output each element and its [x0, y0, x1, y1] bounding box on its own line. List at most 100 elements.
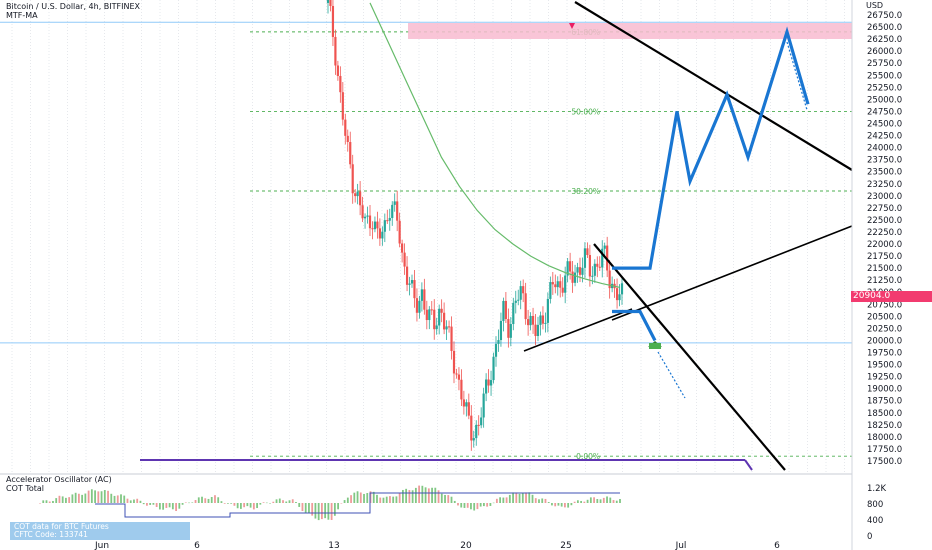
candle-body	[487, 379, 490, 386]
oscillator-bar	[288, 500, 291, 503]
price-tick: 26750.0	[867, 11, 902, 21]
oscillator-bar	[158, 503, 161, 510]
candle-body	[329, 0, 332, 6]
oscillator-bar	[343, 500, 346, 503]
candle-body	[401, 243, 404, 253]
price-tick: 21500.0	[867, 264, 902, 274]
candle-body	[356, 191, 359, 197]
oscillator-bar	[84, 493, 87, 503]
oscillator-bar	[489, 503, 492, 506]
candle-body	[477, 424, 480, 426]
candle-body	[534, 324, 537, 337]
price-tick: 23000.0	[867, 192, 902, 202]
oscillator-bar	[81, 494, 84, 503]
oscillator-bar	[146, 503, 148, 506]
candle-body	[551, 282, 554, 285]
candle-body	[388, 217, 391, 221]
candle-body	[601, 248, 604, 268]
oscillator-bar	[564, 503, 566, 508]
oscillator-bar	[308, 503, 310, 514]
oscillator-bar	[382, 497, 385, 503]
oscillator-bar	[350, 495, 352, 503]
oscillator-bar	[353, 492, 356, 503]
oscillator-bar	[246, 503, 249, 507]
oscillator-bar	[444, 494, 446, 503]
candle-body	[465, 402, 468, 407]
candle-body	[554, 284, 557, 288]
oscillator-bar	[560, 503, 563, 507]
oscillator-bar	[116, 495, 119, 503]
candle-body	[522, 286, 525, 294]
oscillator-bar	[68, 497, 71, 503]
ma-line	[369, 2, 621, 288]
trendline-ascending-top	[611, 225, 853, 321]
oscillator-bar	[181, 503, 184, 505]
oscillator-bar	[126, 498, 129, 503]
oscillator-bar	[531, 494, 534, 503]
oscillator-bar	[265, 502, 268, 504]
candle-body	[396, 201, 399, 221]
oscillator-bar	[573, 501, 576, 503]
oscillator-bars	[39, 485, 621, 521]
candle-body	[339, 75, 342, 93]
current-price-label: 20904.0	[851, 291, 932, 302]
price-tick: 25250.0	[867, 83, 902, 93]
oscillator-bar	[304, 503, 307, 513]
candle-body	[420, 289, 423, 301]
oscillator-bar	[275, 499, 278, 503]
oscillator-bar	[570, 503, 573, 506]
candle-body	[447, 326, 451, 328]
oscillator-bar	[285, 501, 288, 503]
oscillator-bar	[431, 487, 433, 503]
candle-body	[556, 281, 559, 288]
oscillator-bar	[262, 502, 265, 503]
candle-body	[423, 289, 426, 310]
price-tick: 25500.0	[867, 71, 902, 81]
oscillator-bar	[90, 489, 93, 503]
price-tick: 23250.0	[867, 180, 902, 190]
oscillator-bar	[110, 493, 113, 503]
time-tick: Jun	[94, 541, 109, 550]
candle-body	[480, 417, 483, 426]
price-tick: 24000.0	[867, 144, 902, 154]
price-tick: 19750.0	[867, 349, 902, 359]
price-tick: 25000.0	[867, 95, 902, 105]
buy-arrow-box	[649, 343, 661, 349]
price-tick: 20500.0	[867, 312, 902, 322]
oscillator-bar	[576, 500, 579, 503]
price-tick: 18000.0	[867, 433, 902, 443]
candle-body	[351, 164, 354, 194]
candle-body	[428, 309, 431, 321]
candle-body	[519, 286, 522, 300]
price-tick: 19250.0	[867, 373, 902, 383]
oscillator-bar	[528, 492, 531, 503]
price-tick: 23500.0	[867, 168, 902, 178]
oscillator-bar	[369, 491, 372, 503]
price-tick: 21250.0	[867, 276, 902, 286]
price-tick: 24250.0	[867, 132, 902, 142]
price-tick: 22250.0	[867, 228, 902, 238]
oscillator-bar	[61, 496, 64, 503]
candle-body	[457, 374, 461, 380]
oscillator-bar	[557, 503, 560, 506]
oscillator-bar	[152, 503, 155, 505]
candle-body	[443, 312, 446, 330]
oscillator-bar	[259, 503, 262, 505]
price-tick: 20000.0	[867, 336, 902, 346]
oscillator-bar	[593, 497, 595, 503]
oscillator-bar	[356, 491, 359, 503]
trendline-lower-descending	[593, 243, 786, 471]
time-axis-ticks: Jun 6 13 20 25 Jul 6	[94, 541, 780, 550]
oscillator-bar	[178, 503, 181, 509]
oscillator-bar	[165, 503, 168, 508]
oscillator-bar	[87, 490, 90, 503]
oscillator-bar	[450, 496, 453, 503]
bearish-projection-path	[612, 309, 657, 342]
oscillator-bar	[541, 498, 544, 503]
vertical-grid	[11, 0, 845, 474]
oscillator-bar	[333, 503, 336, 516]
candle-body	[405, 266, 409, 285]
candle-body	[386, 220, 389, 222]
oscillator-bar	[168, 503, 171, 508]
